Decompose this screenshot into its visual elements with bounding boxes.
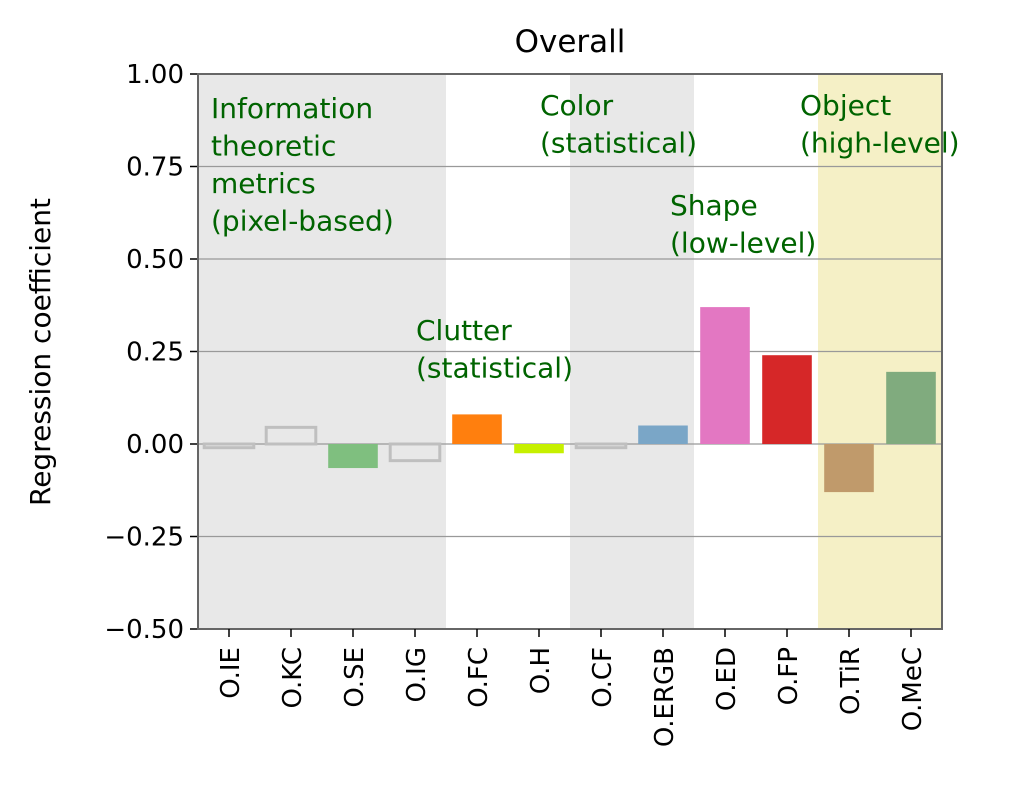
y-tick-label: 1.00 (126, 60, 184, 90)
axes: 1.00 0.75 0.50 0.25 0.00 −0.25 −0.50 O.IE O.KC O.… (104, 60, 943, 747)
y-tick-label: 0.75 (126, 153, 184, 183)
bar-o-ed (700, 307, 750, 444)
bar-o-fp (762, 355, 812, 444)
group-label: Clutter (statistical) (416, 314, 573, 385)
x-tick-label: O.IE (216, 647, 246, 699)
y-tick-label: 0.00 (126, 430, 184, 460)
y-tick-label: −0.25 (104, 523, 184, 553)
group-label: Color (statistical) (540, 89, 697, 160)
x-tick-label: O.ED (712, 647, 742, 711)
x-tick-label: O.FP (774, 647, 804, 705)
bar-o-mec (886, 371, 936, 444)
y-tick-label: −0.50 (104, 615, 184, 645)
x-tick-label: O.FC (464, 647, 494, 708)
bars (202, 307, 936, 493)
x-tick-label: O.TiR (836, 647, 866, 715)
group-label: Object (high-level) (800, 89, 960, 160)
bar-o-h (514, 444, 564, 454)
x-tick-label: O.SE (340, 647, 370, 708)
y-tick-label: 0.50 (126, 245, 184, 275)
bar-o-kc (264, 425, 318, 446)
group-label: Information theoretic metrics (pixel-based) (211, 92, 394, 238)
bar-o-fc (452, 414, 502, 444)
y-tick-label: 0.25 (126, 338, 184, 368)
x-tick-label: O.H (526, 647, 556, 694)
x-tick-label: O.ERGB (650, 647, 680, 747)
bar-o-ergb (638, 425, 688, 444)
bar-o-cf (574, 442, 628, 450)
x-tick-label: O.MeC (898, 647, 928, 731)
x-tick-label: O.CF (588, 647, 618, 708)
group-labels: Information theoretic metrics (pixel-based)… (211, 89, 960, 385)
chart-title: Overall (515, 24, 626, 60)
bar-o-tir (824, 444, 874, 493)
plot-frame (197, 73, 943, 630)
y-axis-title: Regression coefficient (24, 198, 57, 506)
bar-o-se (328, 444, 378, 469)
x-tick-label: O.IG (402, 647, 432, 703)
bar-o-ie (202, 442, 256, 450)
group-label: Shape (low-level) (670, 189, 816, 260)
bar-o-ig (388, 442, 442, 463)
x-tick-label: O.KC (278, 647, 308, 708)
